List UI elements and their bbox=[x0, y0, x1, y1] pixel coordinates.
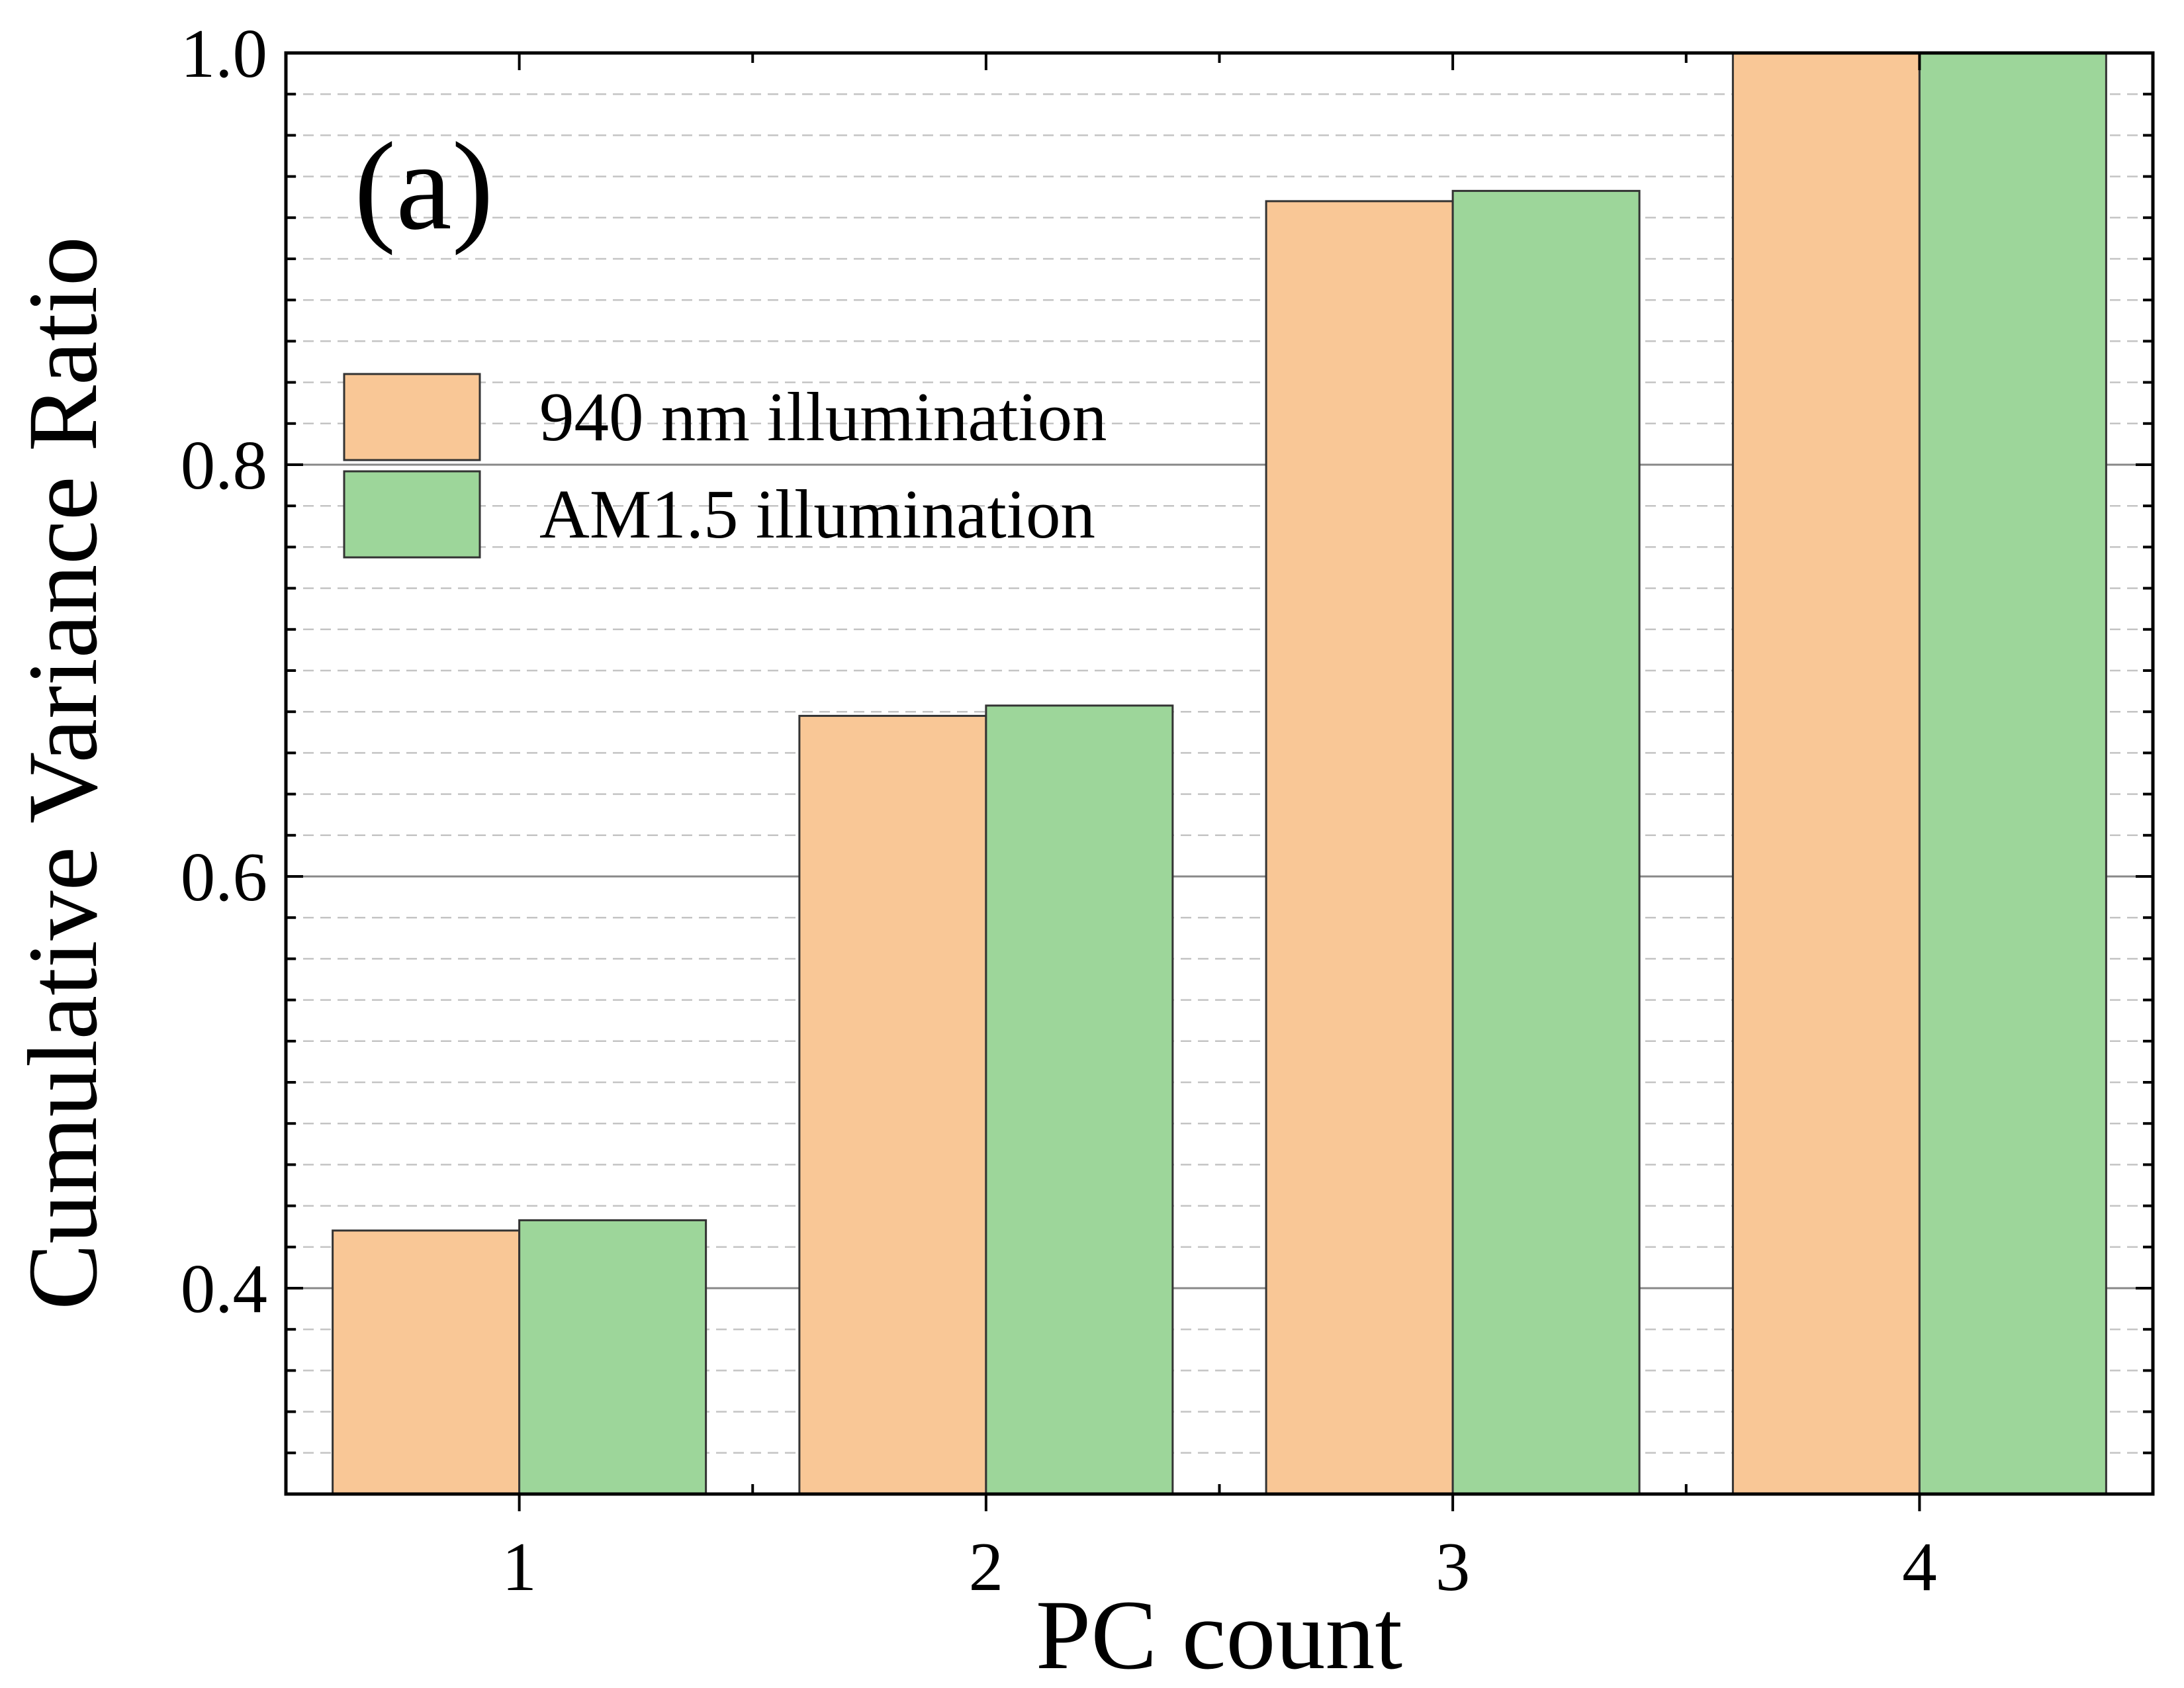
bar-series2-pc3 bbox=[1451, 189, 1641, 1495]
x-axis-title: PC count bbox=[1036, 1580, 1402, 1688]
bar-series2-pc2 bbox=[985, 704, 1174, 1495]
x-tick-label: 2 bbox=[969, 1528, 1004, 1605]
y-tick-label: 0.8 bbox=[181, 426, 267, 504]
bar-series1-pc2 bbox=[798, 714, 987, 1495]
bar-series2-pc4 bbox=[1918, 52, 2107, 1495]
legend-swatch-940nm bbox=[343, 373, 481, 461]
legend-swatch-am15 bbox=[343, 470, 481, 559]
x-tick-labels: 1 2 3 4 bbox=[502, 1528, 1936, 1605]
y-tick-label: 0.4 bbox=[181, 1250, 267, 1327]
x-tick-label: 3 bbox=[1435, 1528, 1471, 1605]
y-tick-label: 1.0 bbox=[181, 15, 267, 92]
bar-series2-pc1 bbox=[518, 1219, 707, 1495]
x-tick-label: 4 bbox=[1902, 1528, 1937, 1605]
panel-label: (a) bbox=[354, 117, 494, 256]
bars bbox=[332, 52, 2107, 1495]
y-tick-labels: 0.4 0.6 0.8 1.0 bbox=[181, 15, 267, 1327]
y-axis-title: Cumulative Variance Ratio bbox=[8, 236, 118, 1310]
y-tick-label: 0.6 bbox=[181, 838, 267, 915]
ticks bbox=[286, 52, 2153, 1511]
bar-series1-pc4 bbox=[1731, 52, 1921, 1495]
legend: 940 nm illumination AM1.5 illumination bbox=[343, 373, 1107, 559]
bar-series1-pc1 bbox=[332, 1229, 521, 1495]
bar-series1-pc3 bbox=[1265, 200, 1454, 1495]
legend-label-940nm: 940 nm illumination bbox=[539, 378, 1107, 455]
x-tick-label: 1 bbox=[502, 1528, 537, 1605]
legend-label-am15: AM1.5 illumination bbox=[539, 475, 1095, 553]
